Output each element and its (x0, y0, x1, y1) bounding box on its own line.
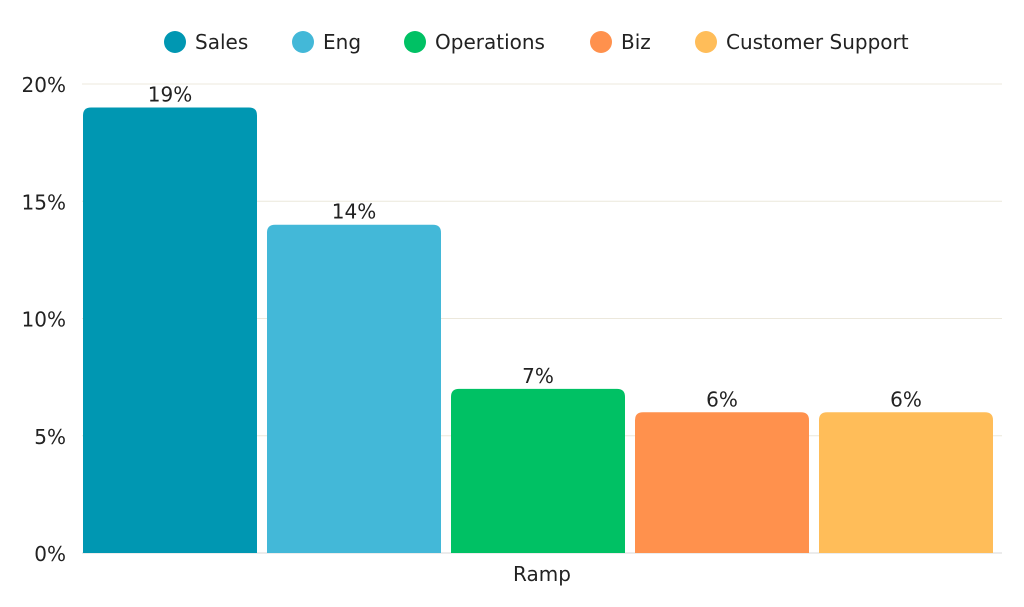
y-tick-label: 0% (34, 542, 66, 566)
legend-label: Customer Support (726, 30, 909, 54)
data-label: 6% (890, 387, 922, 411)
legend-label: Operations (435, 30, 545, 54)
data-label: 6% (706, 387, 738, 411)
legend-swatch (404, 31, 426, 53)
y-tick-label: 15% (22, 190, 66, 214)
legend: Sales Eng Operations Biz Customer Support (164, 30, 909, 54)
bar-biz (635, 412, 809, 553)
data-labels: 19% 14% 7% 6% 6% (148, 82, 922, 411)
bar-customer-support (819, 412, 993, 553)
bar-operations (451, 388, 625, 553)
bar-eng (267, 224, 441, 553)
bar-sales (83, 107, 257, 553)
y-tick-label: 5% (34, 425, 66, 449)
legend-swatch (590, 31, 612, 53)
legend-swatch (292, 31, 314, 53)
legend-label: Eng (323, 30, 361, 54)
data-label: 14% (332, 200, 376, 224)
legend-label: Biz (621, 30, 651, 54)
y-tick-label: 10% (22, 308, 66, 332)
bars (83, 107, 993, 553)
x-axis-label: Ramp (513, 562, 571, 586)
legend-label: Sales (195, 30, 248, 54)
legend-swatch (695, 31, 717, 53)
data-label: 19% (148, 82, 192, 106)
y-axis-ticks: 0% 5% 10% 15% 20% (22, 73, 66, 566)
legend-swatch (164, 31, 186, 53)
y-tick-label: 20% (22, 73, 66, 97)
data-label: 7% (522, 364, 554, 388)
